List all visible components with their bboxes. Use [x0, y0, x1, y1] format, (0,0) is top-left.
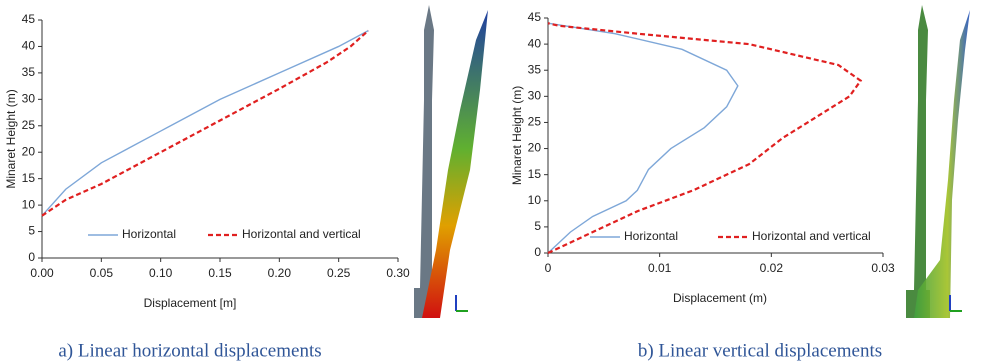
y-axis-label: Minaret Height (m)	[510, 86, 524, 185]
figure: 0 5 10 15 20 25 30 35 40 45 0.00 0.05 0.10 0.15 0.20 0.…	[0, 0, 987, 364]
y-tick-label: 25	[528, 115, 542, 129]
page: 0 5 10 15 20 25 30 35 40 45 0.00 0.05 0.10 0.15 0.20 0.…	[0, 0, 987, 364]
x-tick-label: 0.10	[149, 266, 173, 280]
x-axis-label: Displacement [m]	[144, 296, 237, 310]
x-tick-label: 0.25	[327, 266, 351, 280]
y-tick-label: 25	[22, 118, 36, 132]
y-tick-label: 45	[22, 12, 36, 26]
chart: 0 5 10 15 20 25 30 35 40 45 0.00 0.05 0.10 0.15 0.20 0.…	[4, 12, 410, 361]
y-tick-label: 5	[534, 219, 541, 233]
chart: 0 5 10 15 20 25 30 35 40 45 0 0.01 0.02 0.03 Displacem…	[510, 10, 895, 361]
legend-label: Horizontal and vertical	[242, 227, 361, 241]
x-tick-label: 0.03	[871, 261, 895, 275]
x-tick-label: 0.00	[30, 266, 54, 280]
x-tick-label: 0	[545, 261, 552, 275]
y-tick-label: 45	[528, 10, 542, 24]
legend-label: Horizontal	[122, 227, 176, 241]
y-tick-label: 35	[22, 65, 36, 79]
y-tick-label: 40	[22, 39, 36, 53]
caption: a) Linear horizontal displacements	[58, 340, 321, 361]
y-axis-label: Minaret Height (m)	[4, 89, 18, 188]
y-tick-label: 20	[528, 141, 542, 155]
legend-label: Horizontal and vertical	[752, 229, 871, 243]
y-tick-label: 35	[528, 62, 542, 76]
y-tick-label: 30	[22, 92, 36, 106]
y-tick-label: 40	[528, 36, 542, 50]
y-tick-label: 0	[534, 245, 541, 259]
x-tick-label: 0.05	[90, 266, 114, 280]
x-tick-label: 0.02	[760, 261, 784, 275]
y-tick-label: 10	[22, 197, 36, 211]
series-line	[548, 23, 861, 253]
y-tick-label: 5	[28, 224, 35, 238]
series-line	[42, 31, 368, 216]
y-tick-label: 15	[528, 167, 542, 181]
y-tick-label: 0	[28, 250, 35, 264]
y-tick-label: 30	[528, 89, 542, 103]
series-line	[548, 23, 738, 253]
minaret-model-a	[414, 5, 488, 318]
x-axis-label: Displacement (m)	[673, 291, 767, 305]
caption: b) Linear vertical displacements	[638, 340, 882, 361]
y-tick-label: 20	[22, 144, 36, 158]
legend-label: Horizontal	[624, 229, 678, 243]
y-tick-label: 10	[528, 193, 542, 207]
x-tick-label: 0.20	[268, 266, 292, 280]
x-tick-label: 0.01	[648, 261, 672, 275]
minaret-model-b	[906, 5, 970, 318]
x-tick-label: 0.15	[208, 266, 232, 280]
x-tick-label: 0.30	[386, 266, 410, 280]
y-tick-label: 15	[22, 171, 36, 185]
